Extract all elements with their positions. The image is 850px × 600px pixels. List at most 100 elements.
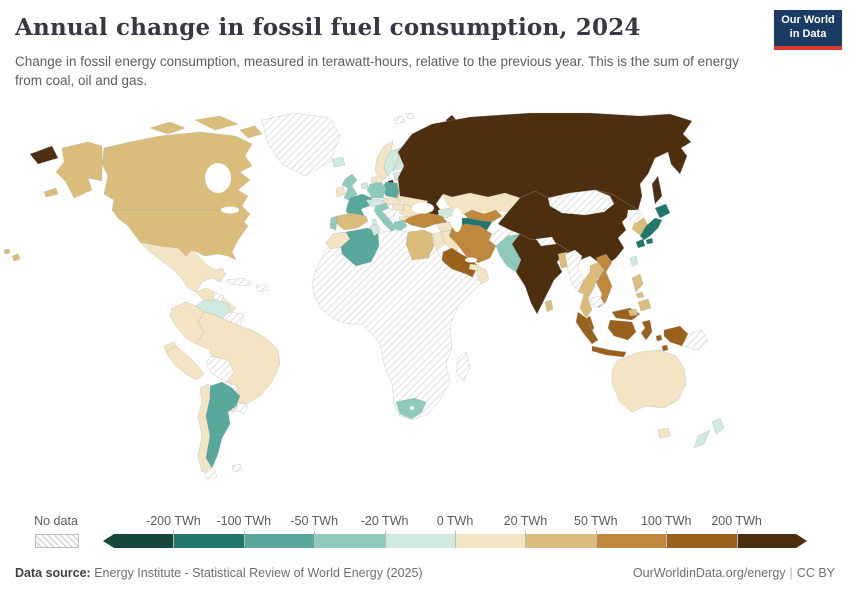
region-balkans[interactable] (384, 207, 397, 221)
data-source: Data source: Energy Institute - Statisti… (15, 566, 423, 580)
country-usa-aleutians[interactable] (43, 187, 59, 198)
country-indonesia-sumatra[interactable] (575, 311, 599, 345)
legend-bin-6[interactable] (455, 534, 526, 548)
page-title: Annual change in fossil fuel consumption… (15, 14, 641, 41)
map-legend: No data -200 TWh -100 TWh -50 TWh -20 TWh 0 … (0, 512, 850, 556)
country-spain[interactable] (335, 212, 369, 231)
legend-tick-mark (384, 531, 386, 548)
country-uruguay[interactable] (235, 401, 249, 415)
country-hispaniola[interactable] (255, 283, 269, 293)
region-tierra-del-fuego[interactable] (203, 469, 218, 480)
legend-tick-label: -100 TWh (216, 514, 272, 528)
country-japan-shikoku[interactable] (645, 237, 654, 245)
legend-tick-mark (243, 531, 245, 548)
country-iran[interactable] (448, 223, 497, 264)
country-indonesia-java[interactable] (591, 345, 627, 358)
legend-tick-label: 100 TWh (640, 514, 692, 528)
country-nepal[interactable] (535, 236, 557, 247)
legend-tick-label: 20 TWh (503, 514, 548, 528)
legend-bin-2[interactable] (173, 534, 244, 548)
country-papua-new-guinea[interactable] (681, 329, 709, 351)
country-usa-alaska[interactable] (55, 141, 103, 199)
country-canada-arctic-islands[interactable] (149, 121, 186, 135)
country-peru[interactable] (165, 345, 205, 381)
data-source-label: Data source: (15, 566, 91, 580)
country-greenland[interactable] (261, 112, 341, 177)
legend-tick-label: -200 TWh (146, 514, 201, 528)
country-canada[interactable] (101, 131, 253, 211)
country-philippines-luzon[interactable] (631, 273, 644, 293)
country-argentina[interactable] (205, 381, 241, 469)
owid-url-link[interactable]: OurWorldinData.org/energy (632, 566, 786, 580)
legend-bin-8[interactable] (595, 534, 667, 548)
license-label: CC BY (796, 566, 835, 580)
legend-tick-mark (666, 531, 668, 548)
owid-logo[interactable]: Our World in Data (774, 10, 842, 50)
country-indonesia-maluku[interactable] (661, 344, 669, 352)
country-mongolia[interactable] (547, 189, 615, 216)
country-australia[interactable] (611, 349, 687, 413)
legend-tick-label: 200 TWh (711, 514, 762, 528)
country-italy[interactable] (373, 202, 397, 233)
country-sri-lanka[interactable] (544, 299, 554, 313)
legend-color-bar (103, 534, 807, 548)
country-russia-sakhalin[interactable] (651, 175, 663, 205)
country-philippines-visayas[interactable] (635, 291, 645, 299)
country-oman[interactable] (476, 265, 490, 285)
country-brunei[interactable] (627, 308, 639, 317)
country-japan-hokkaido[interactable] (654, 203, 671, 219)
country-japan-kyushu[interactable] (635, 238, 646, 249)
country-falklands[interactable] (231, 463, 243, 473)
country-netherlands[interactable] (360, 181, 369, 190)
country-mexico[interactable] (139, 241, 227, 293)
country-new-zealand-north[interactable] (711, 417, 725, 435)
country-indonesia-sulawesi[interactable] (640, 319, 653, 341)
country-japan-honshu[interactable] (639, 217, 663, 241)
sea-caspian-sea (452, 208, 462, 232)
country-usa-hawaii[interactable] (3, 248, 11, 255)
country-new-zealand-south[interactable] (693, 429, 711, 449)
country-iceland[interactable] (331, 156, 346, 168)
country-philippines-mindanao[interactable] (637, 298, 652, 312)
sea-hudson-bay (205, 163, 231, 193)
legend-bin-9[interactable] (666, 534, 737, 548)
region-svalbard[interactable] (393, 115, 406, 125)
legend-no-data-swatch[interactable] (35, 534, 79, 548)
region-svalbard[interactable] (405, 112, 415, 120)
legend-bin-4[interactable] (314, 534, 385, 548)
country-denmark[interactable] (370, 175, 379, 184)
legend-tick-mark (173, 531, 175, 548)
country-russia-chukotka-fragment[interactable] (29, 145, 59, 165)
footer-separator: | (789, 566, 793, 580)
legend-bin-1[interactable] (103, 534, 174, 548)
legend-tick-label: 0 TWh (436, 514, 474, 528)
legend-tick-mark (595, 531, 597, 548)
country-taiwan[interactable] (629, 255, 639, 267)
country-madagascar[interactable] (455, 351, 471, 383)
country-usa-hawaii[interactable] (11, 253, 21, 262)
region-czechia-slovakia[interactable] (382, 197, 402, 206)
country-canada-arctic-islands[interactable] (194, 115, 239, 131)
legend-no-data-label: No data (34, 514, 78, 528)
country-cuba[interactable] (225, 277, 253, 287)
legend-bin-3[interactable] (243, 534, 315, 548)
legend-bin-5[interactable] (384, 534, 456, 548)
country-uae[interactable] (468, 263, 480, 272)
country-egypt[interactable] (405, 229, 435, 261)
country-ireland[interactable] (335, 185, 346, 198)
country-cambodia[interactable] (589, 295, 605, 309)
region-caucasus[interactable] (437, 207, 456, 219)
country-australia-tasmania[interactable] (657, 427, 671, 439)
country-thailand[interactable] (577, 271, 599, 319)
country-indonesia-maluku[interactable] (655, 334, 663, 342)
country-indonesia-kalimantan[interactable] (607, 319, 637, 341)
legend-bin-10[interactable] (737, 534, 807, 548)
legend-tick-mark (736, 531, 738, 548)
country-tunisia[interactable] (369, 223, 381, 237)
legend-tick-label: 50 TWh (574, 514, 618, 528)
country-portugal[interactable] (329, 215, 338, 231)
legend-bin-7[interactable] (525, 534, 596, 548)
country-canada-arctic-islands[interactable] (239, 125, 263, 139)
country-germany[interactable] (366, 181, 387, 199)
